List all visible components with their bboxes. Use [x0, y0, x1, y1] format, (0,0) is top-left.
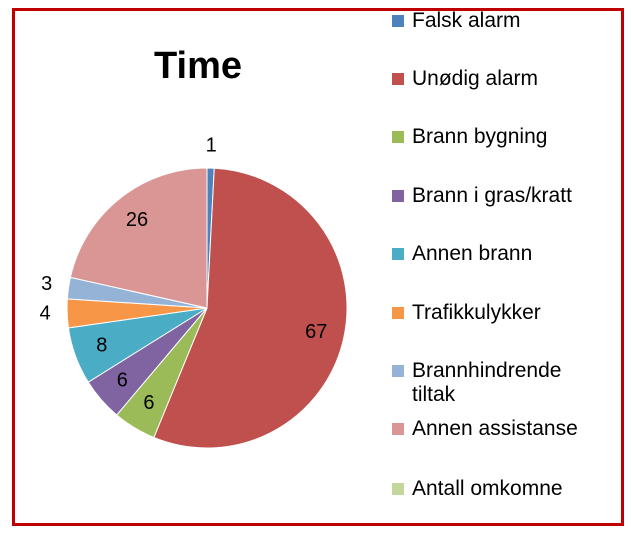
legend-item: Annen brann [392, 242, 602, 266]
legend-label: Antall omkomne [412, 477, 563, 500]
legend-label: Brann i gras/kratt [412, 184, 572, 207]
legend-swatch [392, 423, 404, 435]
legend-item: Unødig alarm [392, 67, 602, 91]
legend-swatch [392, 15, 404, 27]
legend-swatch [392, 307, 404, 319]
legend-swatch [392, 248, 404, 260]
data-label: 6 [143, 392, 154, 414]
legend-label: Brannhindrende tiltak [412, 359, 562, 406]
chart-frame [12, 8, 624, 526]
legend-item: Antall omkomne [392, 477, 602, 501]
legend-item: Falsk alarm [392, 9, 602, 33]
legend-swatch [392, 73, 404, 85]
legend-label: Trafikkulykker [412, 301, 541, 324]
legend-label: Annen assistanse [412, 417, 578, 440]
legend-item: Brannhindrende tiltak [392, 359, 602, 407]
legend-label: Unødig alarm [412, 67, 539, 90]
legend-label: Brann bygning [412, 125, 548, 148]
data-label: 6 [117, 370, 128, 392]
legend-label: Annen brann [412, 242, 533, 265]
chart-title: Time [154, 45, 242, 87]
legend-swatch [392, 483, 404, 495]
legend-swatch [392, 190, 404, 202]
legend-item: Brann i gras/kratt [392, 184, 602, 208]
data-label: 26 [126, 209, 148, 231]
legend-item: Trafikkulykker [392, 301, 602, 325]
legend-item: Annen assistanse [392, 417, 602, 441]
legend-label: Falsk alarm [412, 9, 521, 32]
legend-swatch [392, 365, 404, 377]
data-label: 67 [305, 321, 327, 343]
data-label: 1 [206, 134, 217, 156]
data-label: 4 [40, 303, 51, 325]
legend-swatch [392, 131, 404, 143]
data-label: 3 [41, 273, 52, 295]
pie-slice [153, 167, 348, 449]
data-label: 8 [96, 335, 107, 357]
legend-item: Brann bygning [392, 125, 602, 149]
pie-slice [69, 167, 208, 309]
